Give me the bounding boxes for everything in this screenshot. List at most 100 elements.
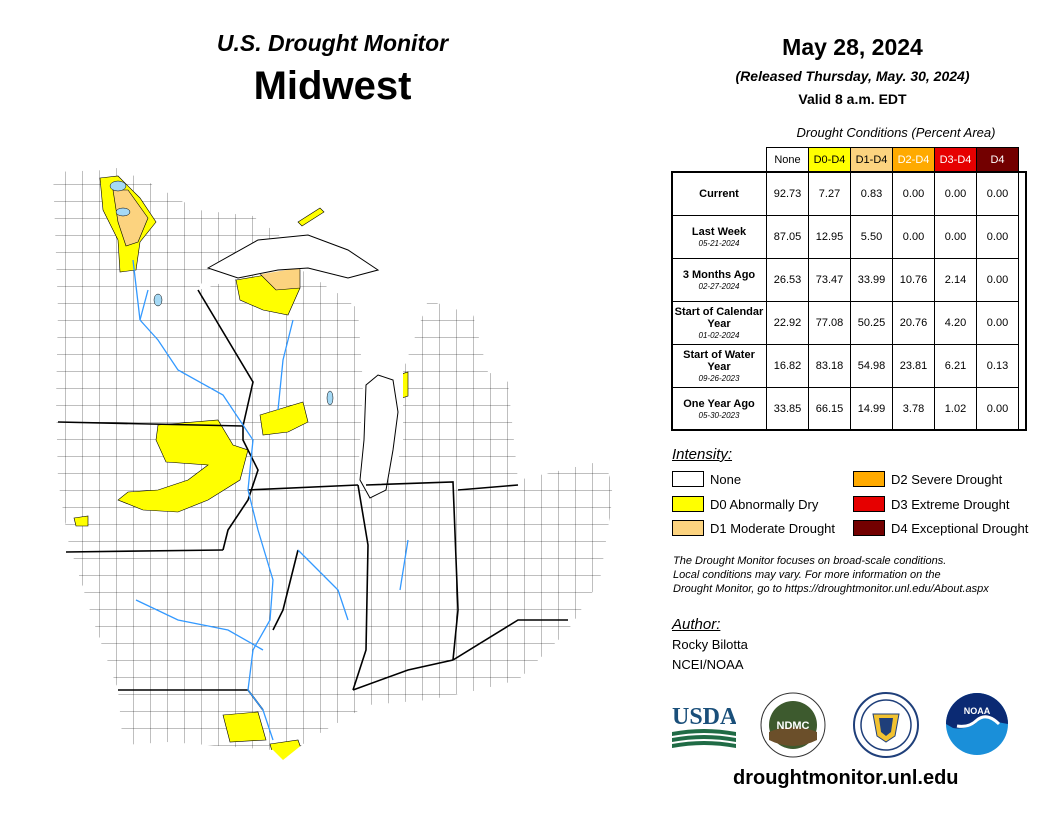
column-header-none: None <box>766 147 809 173</box>
small-lakes <box>109 180 334 406</box>
valid-time: Valid 8 a.m. EDT <box>798 91 907 107</box>
table-cell: 4.20 <box>934 301 977 345</box>
noaa-logo-text: NOAA <box>964 706 991 716</box>
table-caption: Drought Conditions (Percent Area) <box>796 125 996 140</box>
row-label-text: Start of Water Year <box>683 349 755 373</box>
legend-title: Intensity: <box>672 446 733 463</box>
table-cell: 33.85 <box>766 387 809 431</box>
legend-swatch <box>853 496 885 512</box>
note-line: Local conditions may vary. For more info… <box>673 569 941 581</box>
commerce-seal-logo <box>853 692 919 758</box>
row-date: 02-27-2024 <box>698 282 740 291</box>
table-cell: 0.00 <box>976 258 1019 302</box>
row-label: One Year Ago 05-30-2023 <box>671 387 767 431</box>
table-cell: 20.76 <box>892 301 935 345</box>
table-cell: 66.15 <box>808 387 851 431</box>
table-cell: 0.00 <box>892 171 935 216</box>
usda-logo-text: USDA <box>672 704 736 730</box>
isle-royale <box>297 207 325 227</box>
monitor-title: U.S. Drought Monitor <box>216 30 449 56</box>
table-cell: 0.00 <box>976 215 1019 259</box>
legend-item-d3: D3 Extreme Drought <box>853 496 1010 512</box>
d1-area-minnesota <box>112 189 149 247</box>
legend-item-d1: D1 Moderate Drought <box>672 520 835 536</box>
row-label: Start of Calendar Year 01-02-2024 <box>671 301 767 345</box>
table-cell: 0.00 <box>976 171 1019 216</box>
row-date: 01-02-2024 <box>698 331 740 340</box>
d0-area-michigan-west <box>395 371 409 401</box>
table-row: 3 Months Ago 02-27-2024 26.53 73.47 33.99… <box>671 258 1019 302</box>
legend-item-none: None <box>672 471 741 487</box>
author-name: Rocky Bilotta <box>672 637 748 652</box>
table-cell: 5.50 <box>850 215 893 259</box>
table-cell: 77.08 <box>808 301 851 345</box>
release-date: (Released Thursday, May. 30, 2024) <box>735 68 970 84</box>
row-label-text: Last Week <box>691 226 747 238</box>
table-cell: 10.76 <box>892 258 935 302</box>
row-label-text: 3 Months Ago <box>682 269 756 281</box>
legend-item-d2: D2 Severe Drought <box>853 471 1002 487</box>
table-cell: 73.47 <box>808 258 851 302</box>
lake-superior <box>206 234 380 279</box>
legend-swatch <box>672 520 704 536</box>
disclaimer-note: The Drought Monitor focuses on broad-sca… <box>673 554 1043 596</box>
d0-area-missouri-bootheel <box>222 711 267 743</box>
table-cell: 7.27 <box>808 171 851 216</box>
table-row: Start of Water Year 09-26-2023 16.82 83.1… <box>671 344 1019 388</box>
row-label: Start of Water Year 09-26-2023 <box>671 344 767 388</box>
map-date: May 28, 2024 <box>782 34 923 60</box>
table-cell: 1.02 <box>934 387 977 431</box>
usda-logo: USDA <box>672 704 736 748</box>
table-cell: 16.82 <box>766 344 809 388</box>
legend-label: None <box>710 471 742 487</box>
legend-label: D0 Abnormally Dry <box>710 496 819 512</box>
d0-area-iowa <box>117 419 249 513</box>
legend-swatch <box>672 496 704 512</box>
legend-swatch <box>672 471 704 487</box>
row-label-text: Start of Calendar Year <box>674 306 764 330</box>
ndmc-logo: NDMC <box>760 692 826 758</box>
row-date: 09-26-2023 <box>698 374 740 383</box>
row-label-text: Current <box>699 188 739 200</box>
table-cell: 87.05 <box>766 215 809 259</box>
legend-swatch <box>853 520 885 536</box>
table-row: Last Week 05-21-2024 87.05 12.95 5.50 0.0… <box>671 215 1019 259</box>
row-date: 05-21-2024 <box>698 239 740 248</box>
table-cell: 23.81 <box>892 344 935 388</box>
table-cell: 3.78 <box>892 387 935 431</box>
row-date: 05-30-2023 <box>698 411 740 420</box>
column-header-d3-d4: D3-D4 <box>934 147 977 173</box>
table-cell: 0.00 <box>934 171 977 216</box>
table-cell: 0.00 <box>976 387 1019 431</box>
table-row: One Year Ago 05-30-2023 33.85 66.15 14.99… <box>671 387 1019 431</box>
table-cell: 0.83 <box>850 171 893 216</box>
table-cell: 0.00 <box>976 301 1019 345</box>
legend-label: D2 Severe Drought <box>891 471 1003 487</box>
legend-label: D1 Moderate Drought <box>710 520 836 536</box>
d0-area-iowa-west <box>73 515 89 527</box>
rivers <box>132 259 409 741</box>
column-header-d1-d4: D1-D4 <box>850 147 893 173</box>
table-row: Current 92.73 7.27 0.83 0.00 0.00 0.00 <box>671 171 1019 216</box>
midwest-drought-map <box>53 168 613 760</box>
table-cell: 12.95 <box>808 215 851 259</box>
noaa-logo: NOAA <box>946 693 1008 755</box>
note-line: The Drought Monitor focuses on broad-sca… <box>673 555 947 567</box>
table-cell: 22.92 <box>766 301 809 345</box>
table-cell: 92.73 <box>766 171 809 216</box>
table-cell: 54.98 <box>850 344 893 388</box>
legend-label: D4 Exceptional Drought <box>891 520 1029 536</box>
author-title: Author: <box>672 616 721 633</box>
ndmc-logo-text: NDMC <box>777 720 810 732</box>
d0-area-wisconsin-central <box>259 401 309 436</box>
table-cell: 33.99 <box>850 258 893 302</box>
table-cell: 0.00 <box>892 215 935 259</box>
table-cell: 0.13 <box>976 344 1019 388</box>
table-cell: 0.00 <box>934 215 977 259</box>
row-label: Current <box>671 171 767 216</box>
column-header-d4: D4 <box>976 147 1019 173</box>
table-cell: 83.18 <box>808 344 851 388</box>
website-url[interactable]: droughtmonitor.unl.edu <box>733 767 959 789</box>
column-header-d0-d4: D0-D4 <box>808 147 851 173</box>
table-cell: 26.53 <box>766 258 809 302</box>
